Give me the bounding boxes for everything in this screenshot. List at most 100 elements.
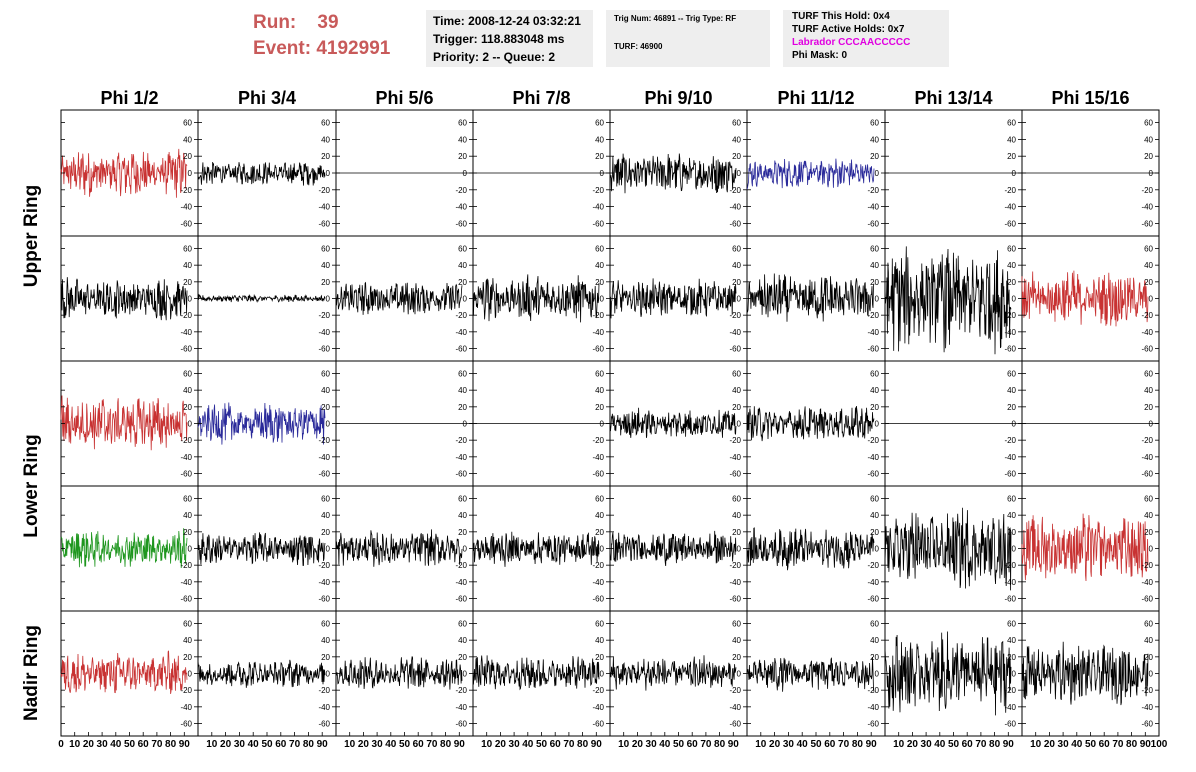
y-tick-label: -40	[1141, 328, 1153, 337]
y-tick-label: -20	[455, 561, 467, 570]
x-tick-label: 10	[69, 739, 81, 750]
x-tick-label: 50	[1085, 739, 1097, 750]
x-tick-label: 50	[124, 739, 136, 750]
x-tick-label: 50	[399, 739, 411, 750]
y-tick-label: -40	[867, 703, 879, 712]
y-tick-label: 40	[732, 636, 741, 645]
y-tick-label: 60	[1144, 620, 1153, 629]
y-tick-label: -60	[867, 219, 879, 228]
y-tick-label: -60	[729, 595, 741, 604]
x-tick-label: 40	[110, 739, 122, 750]
y-tick-label: -60	[180, 595, 192, 604]
y-tick-label: -60	[318, 595, 330, 604]
y-tick-label: -40	[318, 578, 330, 587]
y-tick-label: -60	[592, 720, 604, 729]
y-tick-label: 20	[183, 278, 192, 287]
y-tick-label: -40	[455, 578, 467, 587]
y-tick-label: 0	[737, 420, 742, 429]
y-tick-label: -40	[455, 703, 467, 712]
y-tick-label: 40	[1007, 386, 1016, 395]
y-tick-label: 20	[870, 528, 879, 537]
y-tick-label: 60	[732, 119, 741, 128]
ring-label: Nadir Ring	[21, 625, 42, 721]
y-tick-label: -40	[180, 703, 192, 712]
y-tick-label: 20	[870, 278, 879, 287]
waveform-trace	[472, 655, 600, 691]
phi-mask-text: Phi Mask: 0	[792, 50, 848, 61]
waveform-trace	[746, 405, 875, 442]
y-tick-label: -60	[592, 345, 604, 354]
waveform-trace	[1021, 270, 1149, 327]
y-tick-label: 0	[1012, 420, 1017, 429]
waveform-trace	[197, 659, 326, 688]
x-tick-label: 70	[975, 739, 987, 750]
waveform-trace	[197, 293, 326, 303]
y-tick-label: 20	[1144, 278, 1153, 287]
y-tick-label: 40	[458, 386, 467, 395]
y-tick-label: 40	[1144, 386, 1153, 395]
y-tick-label: 20	[183, 653, 192, 662]
y-tick-label: -60	[1004, 720, 1016, 729]
x-tick-label: 30	[646, 739, 658, 750]
waveform-panel: -60 -40 -20 0 20 40 60	[746, 360, 886, 487]
y-tick-label: 0	[1012, 545, 1017, 554]
column-title: Phi 1/2	[100, 88, 158, 108]
y-tick-label: -20	[729, 186, 741, 195]
x-tick-label: 10	[755, 739, 767, 750]
y-tick-label: -20	[318, 686, 330, 695]
x-tick-label: 70	[838, 739, 850, 750]
y-tick-label: 40	[870, 386, 879, 395]
y-tick-label: -20	[867, 311, 879, 320]
x-tick-label: 50	[948, 739, 960, 750]
y-tick-label: 40	[1144, 511, 1153, 520]
x-tick-label: 80	[714, 739, 726, 750]
y-tick-label: 60	[183, 245, 192, 254]
y-tick-label: 60	[595, 495, 604, 504]
y-tick-label: -60	[180, 720, 192, 729]
y-tick-label: -60	[1141, 219, 1153, 228]
x-tick-label: 70	[1112, 739, 1124, 750]
turf-info-box: TURF This Hold: 0x4 TURF Active Holds: 0…	[783, 10, 949, 67]
y-tick-label: -60	[180, 219, 192, 228]
y-tick-label: 0	[1012, 670, 1017, 679]
y-tick-label: 20	[321, 528, 330, 537]
y-tick-label: 0	[463, 295, 468, 304]
x-tick-label: 30	[783, 739, 795, 750]
y-tick-label: -60	[1004, 595, 1016, 604]
y-tick-label: 40	[1144, 636, 1153, 645]
y-tick-label: 20	[458, 653, 467, 662]
y-tick-label: 40	[1007, 261, 1016, 270]
x-tick-label: 70	[700, 739, 712, 750]
run-label: Run:	[253, 12, 297, 33]
y-tick-label: 0	[1149, 670, 1154, 679]
y-tick-label: 60	[1007, 119, 1016, 128]
y-tick-label: 20	[732, 403, 741, 412]
y-tick-label: 40	[732, 386, 741, 395]
y-tick-label: -40	[1004, 703, 1016, 712]
y-tick-label: 0	[326, 670, 331, 679]
x-tick-label: 70	[426, 739, 438, 750]
y-tick-label: 60	[183, 495, 192, 504]
y-tick-label: 0	[463, 169, 468, 178]
y-tick-label: 0	[737, 169, 742, 178]
y-tick-label: 0	[600, 670, 605, 679]
y-tick-label: 20	[732, 152, 741, 161]
y-tick-label: -40	[867, 328, 879, 337]
turf-this-hold-text: TURF This Hold: 0x4	[792, 11, 890, 22]
y-tick-label: 0	[737, 545, 742, 554]
waveform-trace	[197, 162, 326, 186]
waveform-panel: -60 -40 -20 0 20 40 60	[335, 360, 474, 487]
y-tick-label: 20	[732, 528, 741, 537]
y-tick-label: -20	[1004, 561, 1016, 570]
x-tick-label: 90	[866, 739, 878, 750]
y-tick-label: 0	[875, 545, 880, 554]
y-tick-label: 20	[458, 528, 467, 537]
x-tick-label: 40	[934, 739, 946, 750]
x-tick-label: 30	[97, 739, 109, 750]
y-tick-label: 60	[321, 245, 330, 254]
y-tick-label: -20	[729, 686, 741, 695]
run-value: 39	[317, 12, 339, 33]
y-tick-label: -20	[1141, 186, 1153, 195]
waveform-trace	[609, 407, 737, 438]
